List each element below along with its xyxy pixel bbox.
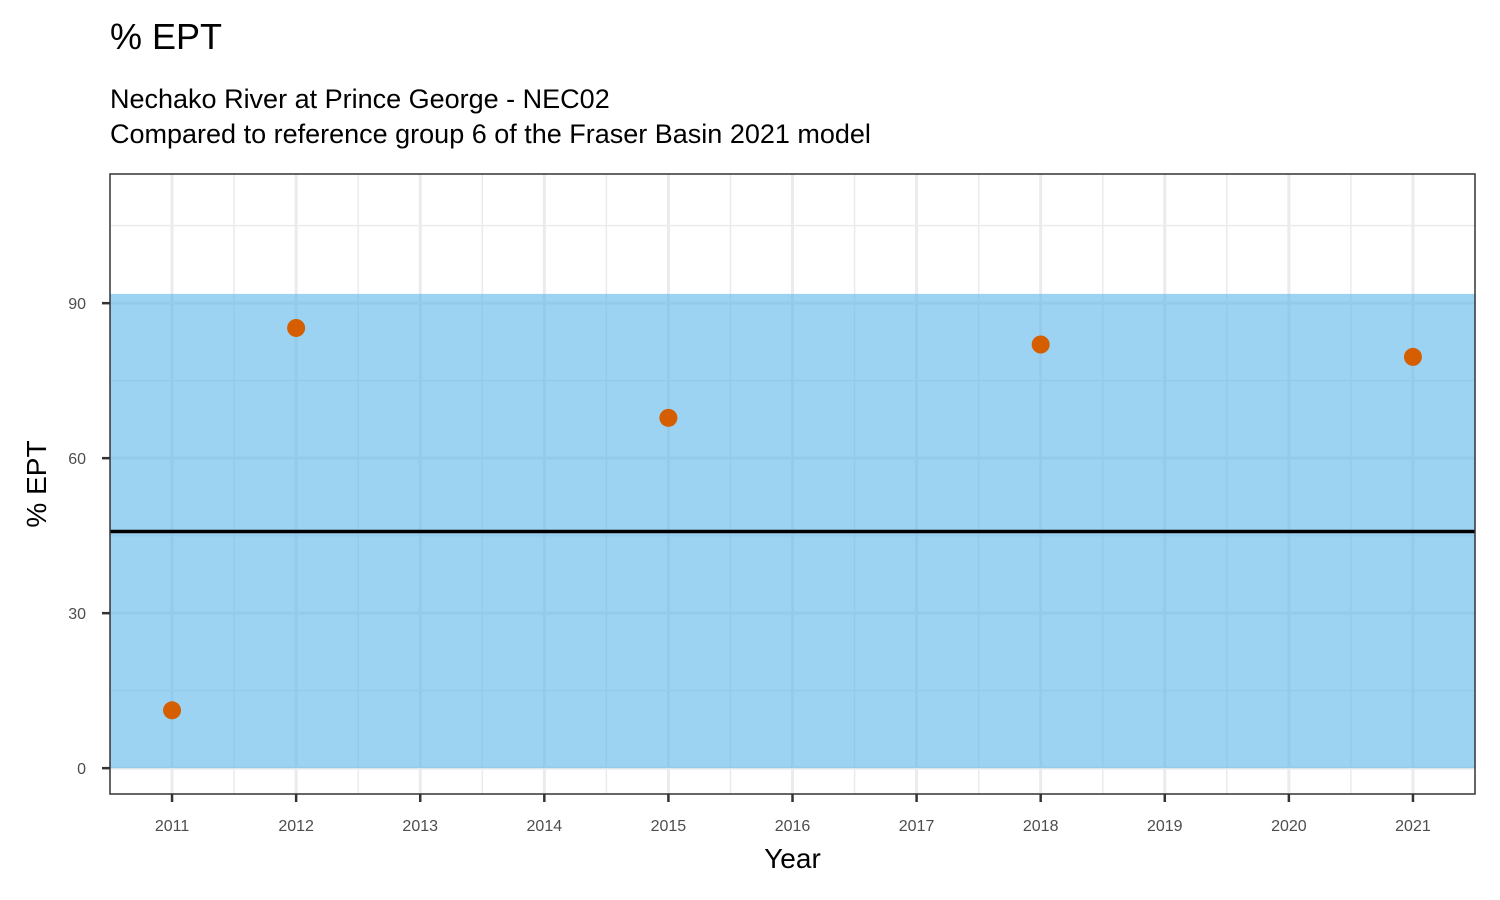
data-point [1031,335,1050,354]
x-tick-label: 2013 [402,818,438,835]
y-axis-title: % EPT [21,440,52,527]
x-tick-label: 2021 [1395,818,1431,835]
x-axis-title: Year [764,843,821,874]
y-tick-label: 0 [77,761,86,778]
x-tick-label: 2020 [1271,818,1307,835]
subtitle-line-1: Nechako River at Prince George - NEC02 [110,84,610,114]
data-points [163,318,1422,720]
x-tick-label: 2017 [899,818,935,835]
x-tick-label: 2016 [775,818,811,835]
subtitle-line-2: Compared to reference group 6 of the Fra… [110,119,871,149]
y-tick-label: 90 [68,296,86,313]
data-point [1403,347,1422,366]
data-point [163,701,182,720]
x-tick-label: 2018 [1023,818,1059,835]
y-tick-label: 30 [68,606,86,623]
data-point [659,408,678,427]
data-point [287,318,306,337]
x-axis: 2011 2012 2013 2014 2015 2016 2017 2018 2019 2020… [155,794,1431,835]
y-axis: 0 30 60 90 [68,296,110,778]
chart-title: % EPT [110,16,223,57]
y-tick-label: 60 [68,451,86,468]
x-tick-label: 2015 [651,818,687,835]
x-tick-label: 2014 [527,818,563,835]
x-tick-label: 2012 [278,818,314,835]
x-tick-label: 2011 [155,818,190,835]
x-tick-label: 2019 [1147,818,1183,835]
chart-subtitle: Nechako River at Prince George - NEC02 C… [110,82,871,152]
